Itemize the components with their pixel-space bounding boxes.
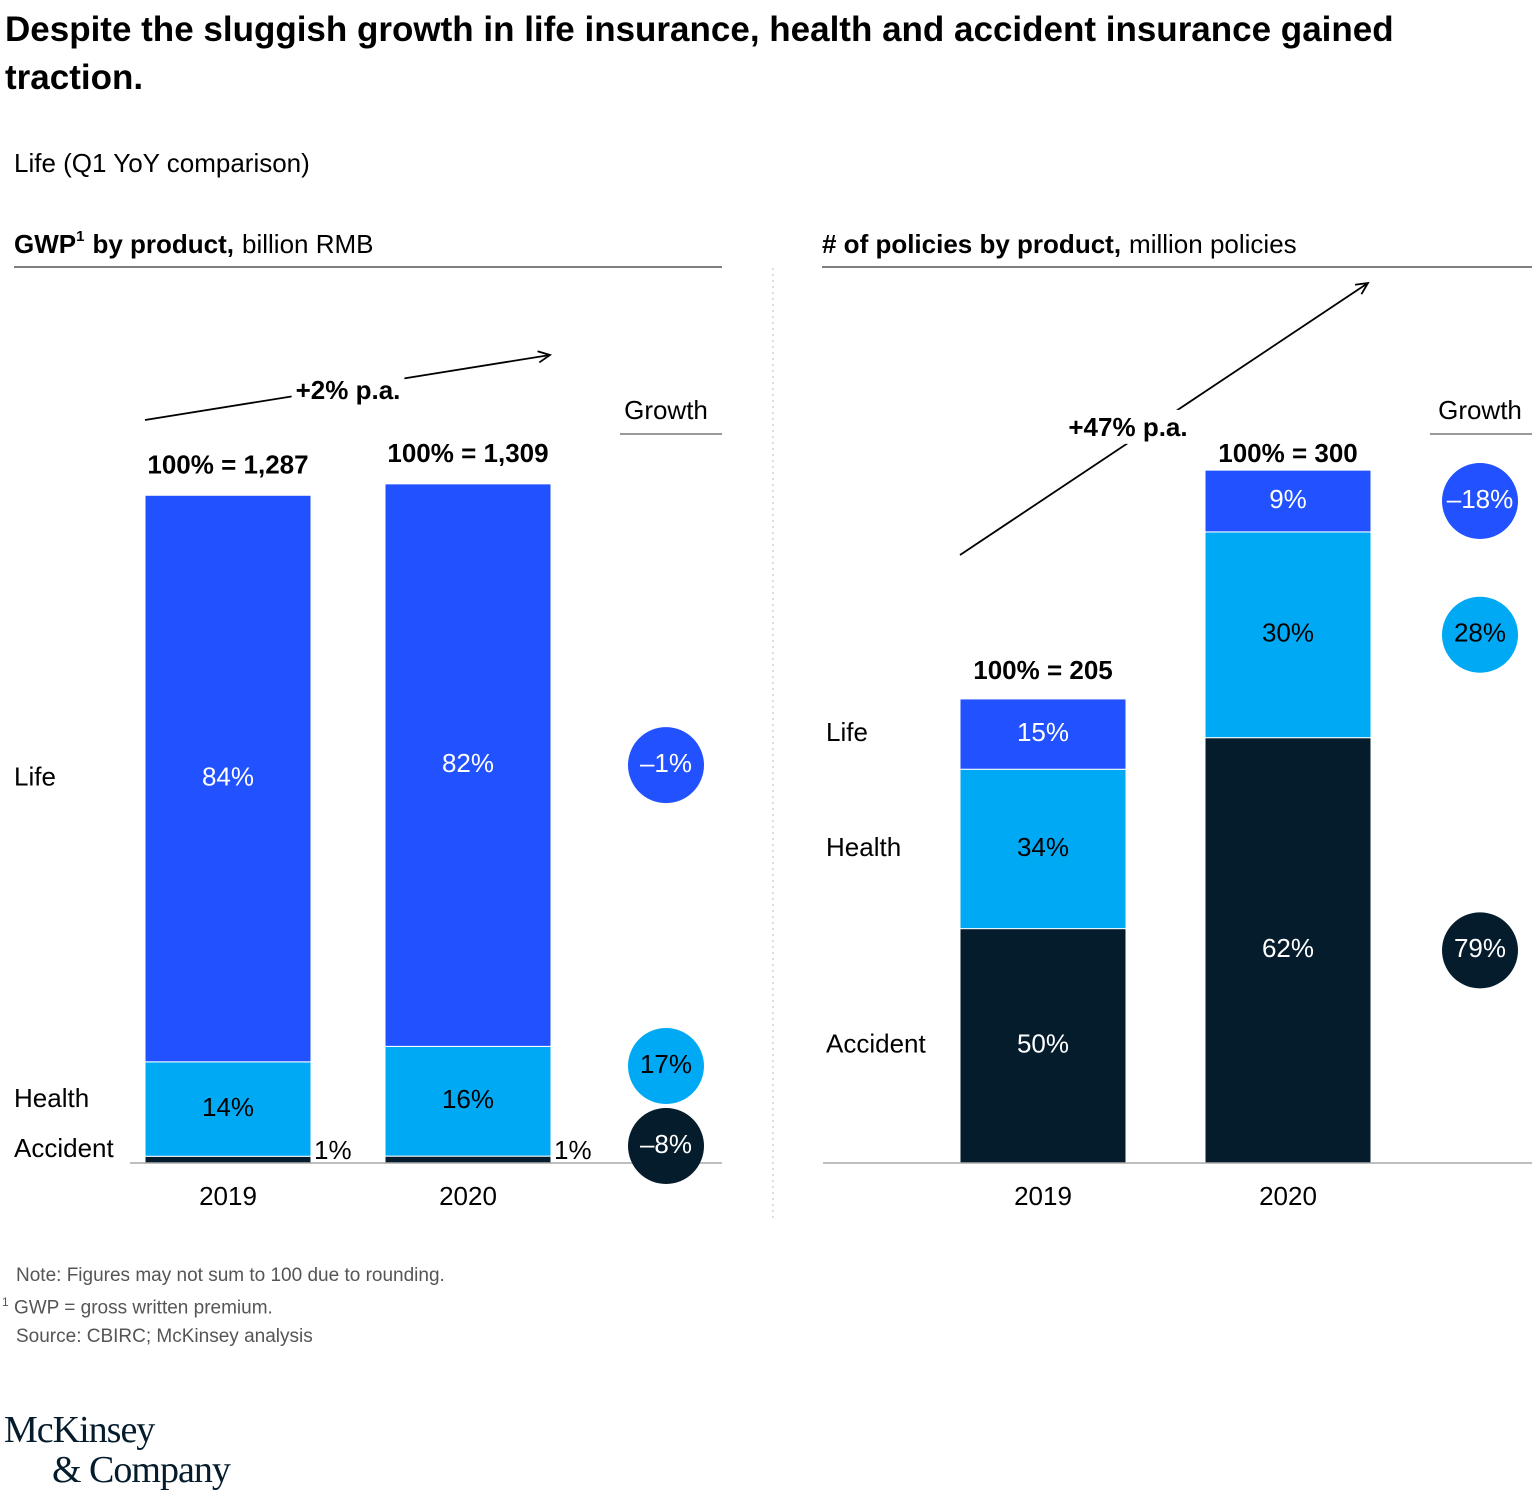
value-label: 84%	[202, 761, 254, 791]
bar-segment	[959, 768, 1127, 930]
x-tick-label: 2019	[1014, 1181, 1072, 1211]
growth-bubble	[1442, 463, 1518, 540]
legend-label: Life	[826, 717, 868, 747]
legend-label: Health	[14, 1083, 89, 1113]
chart-title: GWP1 by product, billion RMB	[14, 228, 374, 259]
bar-segment	[1204, 469, 1372, 533]
total-label: 100% = 1,309	[387, 438, 548, 468]
growth-label: 17%	[640, 1049, 692, 1079]
value-label: 50%	[1017, 1029, 1069, 1059]
growth-label: –18%	[1447, 484, 1514, 514]
legend-label: Accident	[14, 1133, 114, 1163]
annotation-bg	[1064, 409, 1192, 444]
growth-label: –8%	[640, 1129, 692, 1159]
chart: Life (Q1 YoY comparison) GWP1 by product,…	[14, 148, 1532, 1222]
chart-title-main: # of policies by product,	[822, 229, 1121, 259]
note: Note: Figures may not sum to 100 due to …	[16, 1265, 445, 1286]
growth-title: Growth	[624, 395, 708, 425]
value-label: 1%	[314, 1135, 352, 1165]
growth-bubble	[628, 1028, 704, 1104]
growth-bubble	[1442, 596, 1518, 673]
legend-label: Accident	[826, 1029, 926, 1059]
bar-segment	[1204, 737, 1372, 1164]
source: Source: CBIRC; McKinsey analysis	[16, 1326, 313, 1347]
total-label: 100% = 300	[1218, 438, 1358, 468]
value-label: 15%	[1017, 717, 1069, 747]
annotation: +47% p.a.	[1068, 412, 1187, 442]
total-label: 100% = 205	[973, 655, 1113, 685]
subtitle: Life (Q1 YoY comparison)	[14, 148, 310, 178]
growth-bubble	[1442, 912, 1518, 989]
bar-segment	[144, 1155, 312, 1164]
x-tick-label: 2020	[439, 1181, 497, 1211]
bar-segment	[144, 1061, 312, 1157]
title: Despite the sluggish growth in life insu…	[5, 10, 1394, 97]
footnote-marker: 1	[2, 1295, 9, 1309]
value-label: 62%	[1262, 933, 1314, 963]
value-label: 82%	[442, 748, 494, 778]
growth-label: 28%	[1454, 618, 1506, 648]
x-tick-label: 2019	[199, 1181, 257, 1211]
value-label: 16%	[442, 1084, 494, 1114]
chart-title-main: GWP	[14, 229, 76, 259]
growth-bubble	[628, 1108, 704, 1184]
annotation: +2% p.a.	[296, 375, 401, 405]
bar-segment	[1204, 531, 1372, 739]
growth-bubble	[628, 727, 704, 804]
total-label: 100% = 1,287	[147, 449, 308, 479]
bar-segment	[384, 1045, 552, 1157]
bar-segment	[959, 698, 1127, 770]
logo: & Company	[52, 1449, 231, 1491]
value-label: 34%	[1017, 832, 1069, 862]
chart-title-note: 1	[76, 228, 84, 245]
chart-title: # of policies by product, million policie…	[822, 229, 1297, 259]
chart-unit: million policies	[1129, 229, 1297, 259]
growth-label: –1%	[640, 748, 692, 778]
legend-label: Health	[826, 832, 901, 862]
x-tick-label: 2020	[1259, 1181, 1317, 1211]
footnote: 1 GWP = gross written premium.	[2, 1295, 273, 1319]
bar-segment	[144, 494, 312, 1063]
value-label: 9%	[1269, 484, 1307, 514]
growth-label: 79%	[1454, 933, 1506, 963]
bar-segment	[959, 928, 1127, 1164]
value-label: 30%	[1262, 618, 1314, 648]
footnote-text: GWP = gross written premium.	[13, 1297, 273, 1319]
legend-label: Life	[14, 761, 56, 791]
arrow-head	[537, 350, 553, 364]
bar-segment	[384, 483, 552, 1047]
logo: McKinsey	[4, 1409, 155, 1451]
value-label: 1%	[554, 1135, 592, 1165]
annotation-bg	[291, 372, 405, 407]
chart-unit: billion RMB	[242, 229, 374, 259]
arrow-head	[1354, 281, 1370, 295]
growth-title: Growth	[1438, 395, 1522, 425]
bar-segment	[384, 1155, 552, 1164]
chart-title-rest: by product,	[92, 229, 234, 259]
value-label: 14%	[202, 1092, 254, 1122]
